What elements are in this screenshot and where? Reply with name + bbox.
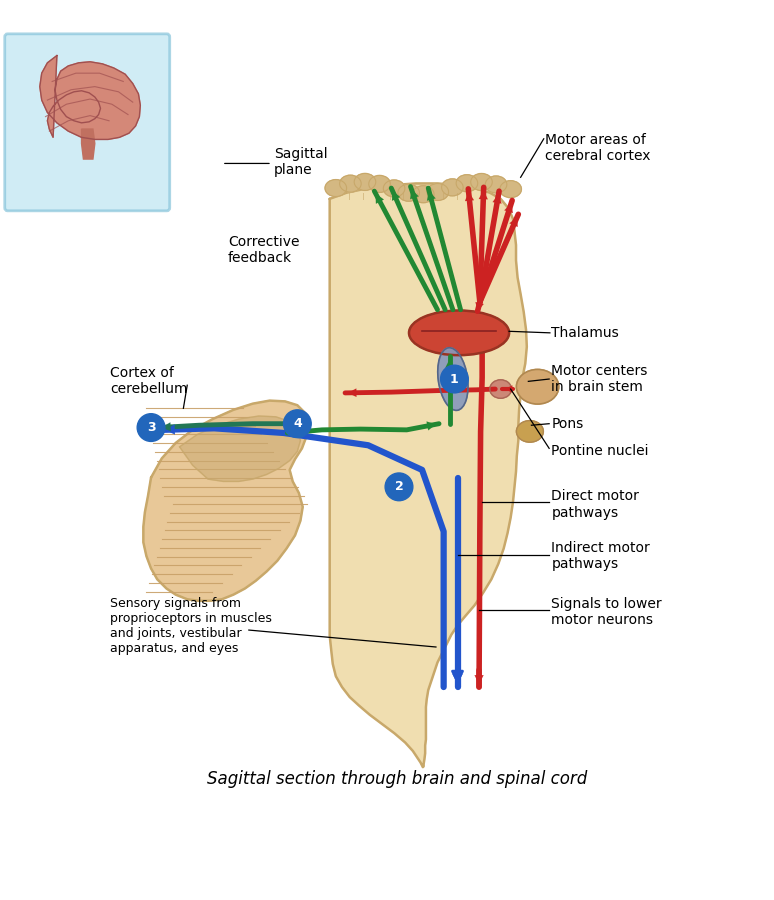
Ellipse shape <box>325 180 347 196</box>
Ellipse shape <box>490 380 512 399</box>
Text: Corrective
feedback: Corrective feedback <box>228 235 300 265</box>
Ellipse shape <box>427 184 449 201</box>
Circle shape <box>283 410 311 437</box>
Circle shape <box>440 365 468 393</box>
Polygon shape <box>143 400 308 601</box>
Text: Pontine nuclei: Pontine nuclei <box>551 444 649 457</box>
Text: 2: 2 <box>395 481 403 493</box>
Ellipse shape <box>500 181 522 198</box>
Circle shape <box>137 414 165 441</box>
Text: Cortex of
cerebellum: Cortex of cerebellum <box>110 366 188 396</box>
Text: Motor areas of
cerebral cortex: Motor areas of cerebral cortex <box>546 132 651 163</box>
Polygon shape <box>81 129 94 159</box>
Text: Pons: Pons <box>551 417 584 431</box>
Ellipse shape <box>409 310 509 356</box>
Text: Signals to lower
motor neurons: Signals to lower motor neurons <box>551 598 662 627</box>
Polygon shape <box>39 56 140 140</box>
Text: Sensory signals from
proprioceptors in muscles
and joints, vestibular
apparatus,: Sensory signals from proprioceptors in m… <box>110 597 272 655</box>
Ellipse shape <box>516 420 543 442</box>
Ellipse shape <box>456 175 478 192</box>
Polygon shape <box>180 416 300 482</box>
Text: Sagittal section through brain and spinal cord: Sagittal section through brain and spina… <box>207 770 587 788</box>
Text: 3: 3 <box>147 421 156 434</box>
Text: Motor centers
in brain stem: Motor centers in brain stem <box>551 364 648 394</box>
Ellipse shape <box>368 176 390 193</box>
Ellipse shape <box>398 184 420 202</box>
Text: Indirect motor
pathways: Indirect motor pathways <box>551 541 650 572</box>
Text: Direct motor
pathways: Direct motor pathways <box>551 490 639 519</box>
Circle shape <box>385 473 413 500</box>
Ellipse shape <box>340 176 361 192</box>
Ellipse shape <box>471 174 492 191</box>
Text: Sagittal
plane: Sagittal plane <box>274 147 328 177</box>
Ellipse shape <box>516 369 559 404</box>
Ellipse shape <box>413 185 434 202</box>
FancyBboxPatch shape <box>5 34 170 211</box>
Text: 4: 4 <box>293 418 302 430</box>
Ellipse shape <box>354 174 375 191</box>
Ellipse shape <box>485 176 507 193</box>
Ellipse shape <box>442 179 463 196</box>
Text: 1: 1 <box>450 373 459 385</box>
Ellipse shape <box>438 347 468 410</box>
Ellipse shape <box>383 180 405 197</box>
Text: Thalamus: Thalamus <box>551 326 619 340</box>
Polygon shape <box>330 184 527 767</box>
